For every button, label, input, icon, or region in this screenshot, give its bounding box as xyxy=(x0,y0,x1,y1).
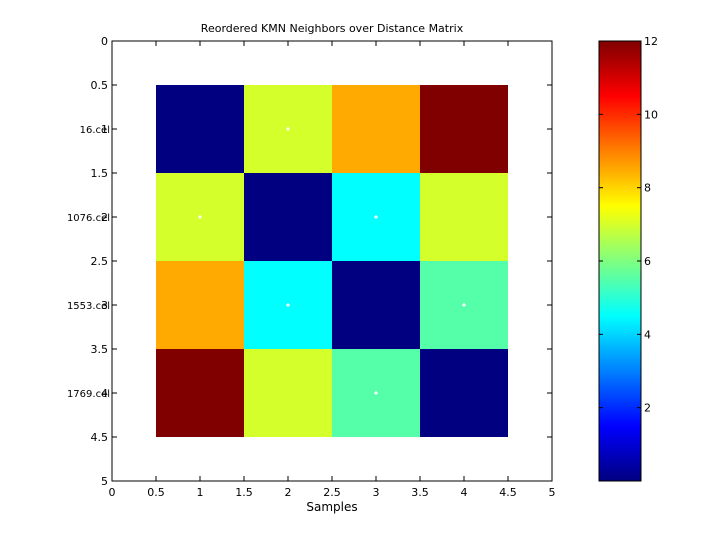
x-axis: 0 0.5 1 1.5 2 2.5 3 3.5 4 4.5 5 xyxy=(109,41,556,499)
heatmap-cell-r3-c3 xyxy=(332,261,420,349)
heatmap-cell-r2-c4 xyxy=(420,173,508,261)
colorbar-gradient xyxy=(598,40,642,482)
x-tick-label: 0.5 xyxy=(147,486,165,499)
neighbor-marker xyxy=(286,127,290,131)
x-axis-label: Samples xyxy=(306,500,357,514)
x-tick-label: 4.5 xyxy=(499,486,517,499)
x-tick-label: 3.5 xyxy=(411,486,429,499)
neighbor-marker xyxy=(198,215,202,219)
colorbar: 2 4 6 8 10 12 xyxy=(598,35,658,482)
heatmap-cell-r1-c3 xyxy=(332,85,420,173)
neighbor-marker xyxy=(374,391,378,395)
heatmap-cell-r4-c2 xyxy=(244,349,332,437)
neighbor-marker xyxy=(462,303,466,307)
colorbar-tick-label: 2 xyxy=(644,402,651,415)
x-tick-label: 4 xyxy=(461,486,468,499)
colorbar-tick-label: 6 xyxy=(644,255,651,268)
heatmap-cell-r4-c1 xyxy=(156,349,244,437)
row-label: 1769.cel xyxy=(67,389,110,400)
y-tick-label: 3 xyxy=(101,299,108,312)
row-labels: 16.cel 1076.cel 1553.cel 1769.cel xyxy=(67,125,110,400)
y-tick-label: 0 xyxy=(101,35,108,48)
heatmap-cell-r1-c1 xyxy=(156,85,244,173)
colorbar-tick-label: 12 xyxy=(644,35,658,48)
x-tick-label: 1 xyxy=(197,486,204,499)
y-tick-label: 4 xyxy=(101,387,108,400)
x-tick-label: 1.5 xyxy=(235,486,253,499)
y-tick-label: 0.5 xyxy=(91,79,109,92)
y-tick-label: 1.5 xyxy=(91,167,109,180)
y-tick-label: 1 xyxy=(101,123,108,136)
heatmap-cells xyxy=(156,85,508,437)
row-label: 1076.cel xyxy=(67,213,110,224)
y-axis: 0 0.5 1 1.5 2 2.5 3 3.5 4 4.5 5 xyxy=(91,35,552,488)
neighbor-markers xyxy=(198,127,466,395)
y-tick-label: 2.5 xyxy=(91,255,109,268)
x-tick-label: 2 xyxy=(285,486,292,499)
neighbor-marker xyxy=(286,303,290,307)
row-label: 16.cel xyxy=(80,125,110,136)
chart-title: Reordered KMN Neighbors over Distance Ma… xyxy=(201,22,464,35)
neighbor-marker xyxy=(374,215,378,219)
y-tick-label: 2 xyxy=(101,211,108,224)
y-tick-label: 4.5 xyxy=(91,431,109,444)
heatmap-cell-r4-c4 xyxy=(420,349,508,437)
colorbar-tick-label: 4 xyxy=(644,328,651,341)
colorbar-tick-label: 10 xyxy=(644,108,658,121)
heatmap-cell-r1-c4 xyxy=(420,85,508,173)
x-tick-label: 0 xyxy=(109,486,116,499)
x-tick-label: 3 xyxy=(373,486,380,499)
y-tick-label: 3.5 xyxy=(91,343,109,356)
colorbar-tick-label: 8 xyxy=(644,182,651,195)
y-tick-label: 5 xyxy=(101,475,108,488)
x-tick-label: 5 xyxy=(549,486,556,499)
heatmap-cell-r2-c2 xyxy=(244,173,332,261)
x-tick-label: 2.5 xyxy=(323,486,341,499)
heatmap-cell-r3-c1 xyxy=(156,261,244,349)
row-label: 1553.cel xyxy=(67,301,110,312)
